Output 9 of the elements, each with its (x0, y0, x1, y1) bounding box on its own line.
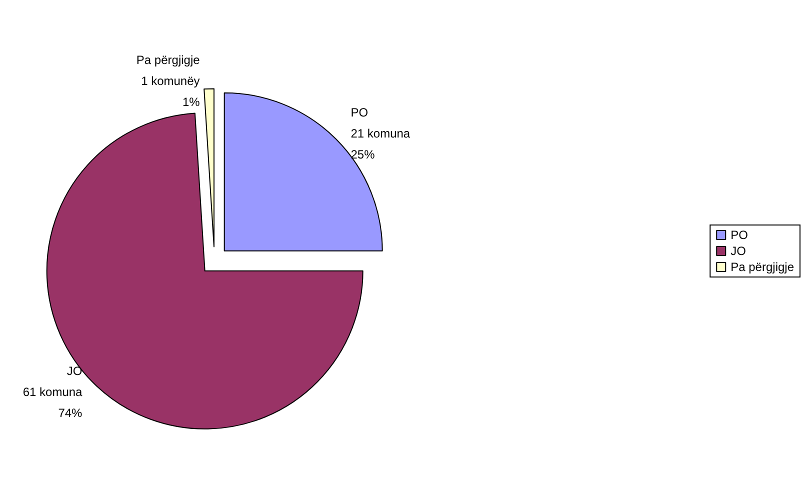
data-label: 1 komunëy 1% (141, 74, 200, 109)
slice-label: JO (66, 364, 82, 378)
data-label: 61 komuna 74% (22, 384, 83, 420)
slice-label: Pa përgjigje (136, 52, 200, 67)
legend-label: Pa përgjigje (730, 260, 794, 274)
legend-label: PO (730, 228, 748, 242)
data-label: 21 komuna 25% (350, 126, 410, 162)
slice-label: PO (350, 105, 368, 120)
legend-label: JO (730, 244, 746, 258)
